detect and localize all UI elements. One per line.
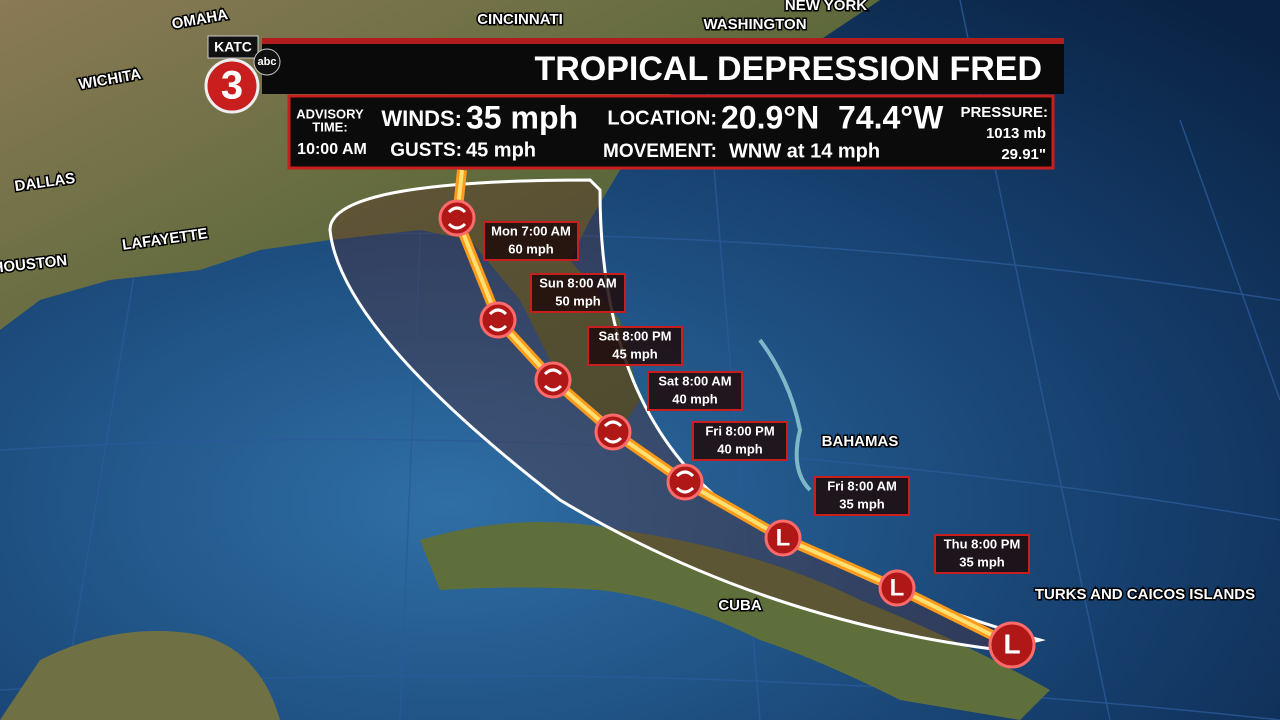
forecast-wind: 60 mph xyxy=(508,241,554,256)
station: KATC xyxy=(214,39,252,55)
forecast-label-box xyxy=(814,476,910,516)
title-bar xyxy=(262,38,1064,94)
forecast-time: Thu 8:00 PM xyxy=(944,536,1021,551)
forecast-wind: 50 mph xyxy=(555,293,601,308)
storm-icon xyxy=(878,569,916,607)
movement-label: MOVEMENT: xyxy=(603,141,717,162)
storm-swirl xyxy=(447,206,467,230)
channel: 3 xyxy=(221,64,243,108)
winds-label: WINDS: xyxy=(381,106,462,131)
storm-icon xyxy=(666,463,704,501)
track-layer: L L L xyxy=(438,169,1036,669)
advisory-box xyxy=(287,94,1055,170)
place-label: BAHAMAS xyxy=(822,433,899,450)
logo-circle xyxy=(204,58,260,114)
forecast-labels: Thu 8:00 PM 35 mph Fri 8:00 AM 35 mph Fri 8:… xyxy=(483,221,1030,574)
network: abc xyxy=(258,56,277,68)
forecast-label-box xyxy=(934,534,1030,574)
pressure-mb: 1013 mb xyxy=(986,125,1046,142)
place-label: CUBA xyxy=(718,597,761,614)
place-label: CINCINNATI xyxy=(477,11,563,28)
storm-icon xyxy=(438,199,476,237)
forecast-label-box xyxy=(647,371,743,411)
forecast-time: Fri 8:00 PM xyxy=(705,423,774,438)
place-label: NEW YORK xyxy=(785,0,867,14)
forecast-time: Sat 8:00 AM xyxy=(658,373,731,388)
forecast-label-box xyxy=(483,221,579,261)
place-label: WASHINGTON xyxy=(703,16,806,33)
location-label: LOCATION: xyxy=(607,107,717,129)
forecast-time: Sun 8:00 AM xyxy=(539,275,617,290)
forecast-wind: 35 mph xyxy=(839,496,885,511)
yucatan xyxy=(0,630,280,720)
latitude: 20.9°N xyxy=(721,99,819,135)
storm-symbol: L xyxy=(776,524,791,551)
forecast-label-box xyxy=(692,421,788,461)
forecast-wind: 40 mph xyxy=(717,441,763,456)
place-label: TURKS AND CAICOS ISLANDS xyxy=(1035,586,1255,603)
title: TROPICAL DEPRESSION FRED xyxy=(534,50,1042,88)
cuba-hispaniola xyxy=(420,522,1050,720)
pressure-label: PRESSURE: xyxy=(960,104,1048,121)
forecast-label-box xyxy=(530,273,626,313)
storm-icon xyxy=(534,361,572,399)
bahamas-shoals xyxy=(758,338,812,492)
pressure-in: 29.91" xyxy=(1001,146,1046,163)
network-badge xyxy=(253,48,281,76)
station-box xyxy=(207,35,259,59)
winds: 35 mph xyxy=(466,99,578,135)
storm-icon xyxy=(594,413,632,451)
forecast-time: Sat 8:00 PM xyxy=(599,328,672,343)
storm-icon xyxy=(479,301,517,339)
forecast-wind: 40 mph xyxy=(672,391,718,406)
storm-icon xyxy=(988,621,1036,669)
forecast-time: Mon 7:00 AM xyxy=(491,223,571,238)
gusts-label: GUSTS: xyxy=(390,140,462,161)
forecast-wind: 45 mph xyxy=(612,346,658,361)
forecast-time: Fri 8:00 AM xyxy=(827,478,897,493)
gusts: 45 mph xyxy=(466,139,536,161)
title-bar-accent xyxy=(262,38,1064,44)
storm-symbol: L xyxy=(1003,628,1020,659)
storm-swirl xyxy=(675,470,695,494)
movement: WNW at 14 mph xyxy=(729,140,880,162)
storm-swirl xyxy=(603,420,623,444)
storm-icon xyxy=(764,519,802,557)
forecast-label-box xyxy=(587,326,683,366)
storm-swirl xyxy=(543,368,563,392)
advisory-time: 10:00 AM xyxy=(297,141,367,158)
storm-symbol: L xyxy=(890,574,905,601)
longitude: 74.4°W xyxy=(838,99,944,135)
storm-swirl xyxy=(488,308,508,332)
forecast-wind: 35 mph xyxy=(959,554,1005,569)
advisory-label: ADVISORY xyxy=(296,106,364,121)
advisory-label: TIME: xyxy=(312,119,347,134)
